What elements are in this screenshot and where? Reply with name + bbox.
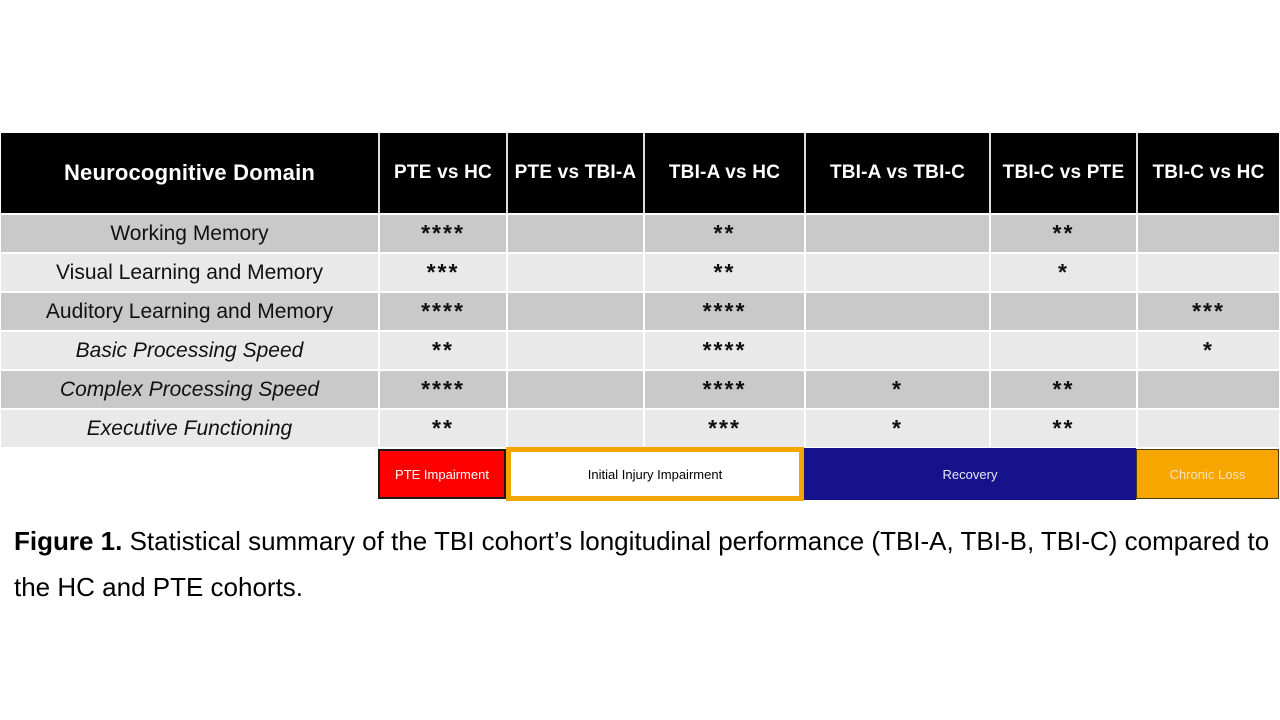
- empty-cell: [1136, 254, 1279, 291]
- table-row: Basic Processing Speed ** **** *: [1, 330, 1279, 369]
- empty-cell: [1136, 215, 1279, 252]
- empty-cell: [989, 293, 1136, 330]
- significance-cell: ****: [378, 293, 506, 330]
- significance-cell: ****: [378, 215, 506, 252]
- significance-cell: *: [804, 410, 989, 447]
- empty-cell: [506, 254, 643, 291]
- significance-cell: *: [804, 371, 989, 408]
- empty-cell: [989, 332, 1136, 369]
- results-table: Neurocognitive Domain PTE vs HC PTE vs TBI…: [1, 133, 1279, 502]
- table-row: Complex Processing Speed **** **** * **: [1, 369, 1279, 408]
- column-header-pte-vs-hc: PTE vs HC: [378, 133, 506, 213]
- column-header-neurocognitive-domain: Neurocognitive Domain: [1, 133, 378, 213]
- significance-cell: ****: [643, 293, 804, 330]
- significance-cell: ***: [643, 410, 804, 447]
- empty-cell: [506, 410, 643, 447]
- significance-cell: **: [989, 410, 1136, 447]
- domain-cell: Visual Learning and Memory: [1, 254, 378, 291]
- figure-label: Figure 1.: [14, 526, 123, 556]
- legend-row: PTE Impairment Initial Injury Impairment R…: [1, 447, 1279, 502]
- legend-chronic-loss: Chronic Loss: [1136, 449, 1279, 499]
- table-row: Working Memory **** ** **: [1, 213, 1279, 252]
- empty-cell: [1136, 371, 1279, 408]
- significance-cell: ****: [643, 371, 804, 408]
- significance-cell: **: [643, 215, 804, 252]
- figure-caption: Figure 1. Statistical summary of the TBI…: [14, 518, 1276, 610]
- table-row: Executive Functioning ** *** * **: [1, 408, 1279, 447]
- significance-cell: **: [378, 410, 506, 447]
- significance-cell: *: [1136, 332, 1279, 369]
- significance-cell: *: [989, 254, 1136, 291]
- significance-cell: ****: [643, 332, 804, 369]
- table-row: Visual Learning and Memory *** ** *: [1, 252, 1279, 291]
- figure-caption-text: Statistical summary of the TBI cohort’s …: [14, 526, 1270, 602]
- domain-cell: Executive Functioning: [1, 410, 378, 447]
- legend-pte-impairment: PTE Impairment: [378, 449, 506, 499]
- empty-cell: [804, 254, 989, 291]
- column-header-tbi-c-vs-hc: TBI-C vs HC: [1136, 133, 1279, 213]
- empty-cell: [506, 215, 643, 252]
- significance-cell: ****: [378, 371, 506, 408]
- significance-cell: **: [643, 254, 804, 291]
- significance-cell: **: [378, 332, 506, 369]
- column-header-tbi-a-vs-hc: TBI-A vs HC: [643, 133, 804, 213]
- table-header-row: Neurocognitive Domain PTE vs HC PTE vs TBI…: [1, 133, 1279, 213]
- column-header-tbi-c-vs-pte: TBI-C vs PTE: [989, 133, 1136, 213]
- domain-cell: Working Memory: [1, 215, 378, 252]
- empty-cell: [506, 371, 643, 408]
- empty-cell: [804, 215, 989, 252]
- empty-cell: [804, 332, 989, 369]
- empty-cell: [804, 293, 989, 330]
- table-body: Working Memory **** ** ** Visual Learning an…: [1, 213, 1279, 447]
- legend-recovery: Recovery: [804, 448, 1136, 500]
- empty-cell: [506, 332, 643, 369]
- legend-initial-injury-impairment: Initial Injury Impairment: [506, 447, 804, 501]
- column-header-tbi-a-vs-tbi-c: TBI-A vs TBI-C: [804, 133, 989, 213]
- domain-cell: Complex Processing Speed: [1, 371, 378, 408]
- significance-cell: ***: [1136, 293, 1279, 330]
- empty-cell: [506, 293, 643, 330]
- domain-cell: Auditory Learning and Memory: [1, 293, 378, 330]
- significance-cell: ***: [378, 254, 506, 291]
- column-header-pte-vs-tbi-a: PTE vs TBI-A: [506, 133, 643, 213]
- significance-cell: **: [989, 215, 1136, 252]
- table-row: Auditory Learning and Memory **** **** ***: [1, 291, 1279, 330]
- domain-cell: Basic Processing Speed: [1, 332, 378, 369]
- empty-cell: [1136, 410, 1279, 447]
- significance-cell: **: [989, 371, 1136, 408]
